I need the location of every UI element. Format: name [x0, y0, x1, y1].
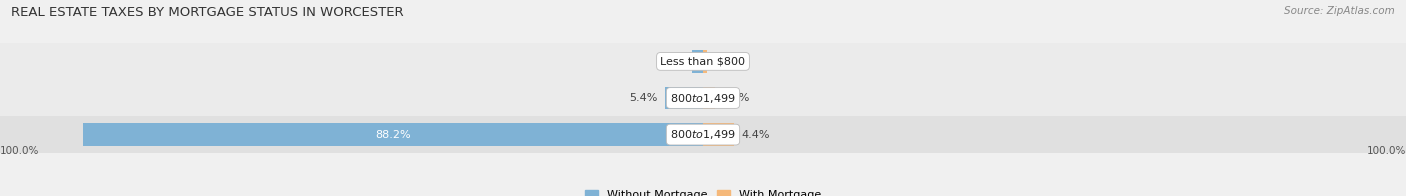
Text: Less than $800: Less than $800 [661, 56, 745, 66]
Text: 88.2%: 88.2% [375, 130, 411, 140]
Bar [0, 43, 1406, 80]
Bar [0, 80, 1406, 116]
Bar [83, 123, 703, 146]
Bar [703, 50, 707, 73]
Bar [703, 87, 716, 109]
Text: 100.0%: 100.0% [1367, 146, 1406, 156]
Bar [703, 123, 734, 146]
Text: 1.7%: 1.7% [723, 93, 751, 103]
Text: Source: ZipAtlas.com: Source: ZipAtlas.com [1284, 6, 1395, 16]
Text: 4.4%: 4.4% [741, 130, 769, 140]
Text: 5.4%: 5.4% [630, 93, 658, 103]
Text: $800 to $1,499: $800 to $1,499 [671, 128, 735, 141]
Bar [0, 116, 1406, 153]
Legend: Without Mortgage, With Mortgage: Without Mortgage, With Mortgage [581, 185, 825, 196]
Text: 100.0%: 100.0% [0, 146, 39, 156]
Text: REAL ESTATE TAXES BY MORTGAGE STATUS IN WORCESTER: REAL ESTATE TAXES BY MORTGAGE STATUS IN … [11, 6, 404, 19]
Bar [693, 50, 703, 73]
Bar [665, 87, 703, 109]
Text: 0.53%: 0.53% [714, 56, 749, 66]
Text: 1.5%: 1.5% [657, 56, 686, 66]
Text: $800 to $1,499: $800 to $1,499 [671, 92, 735, 104]
